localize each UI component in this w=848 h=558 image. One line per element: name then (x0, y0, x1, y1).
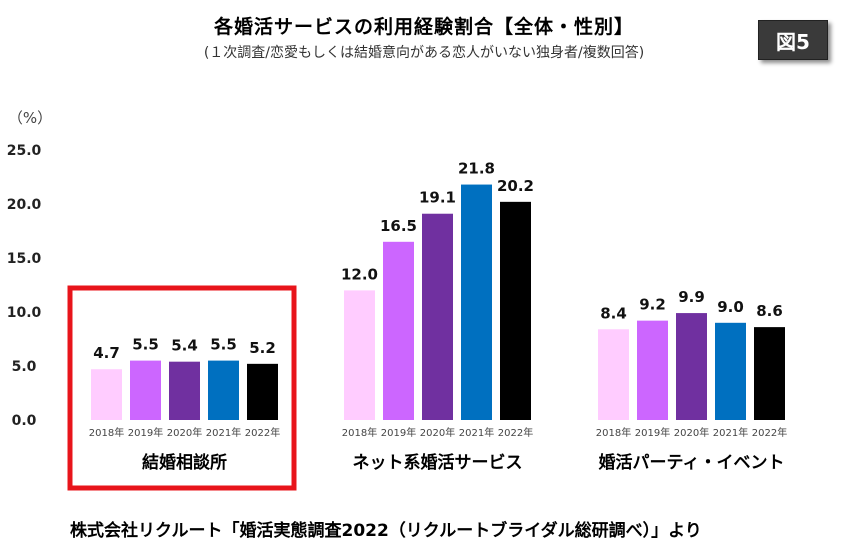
y-tick-label: 15.0 (7, 251, 42, 267)
year-label: 2020年 (167, 426, 202, 439)
year-label: 2020年 (420, 426, 455, 439)
figure-badge: 図5 (758, 20, 828, 60)
chart-subtitle: (１次調査/恋愛もしくは結婚意向がある恋人がいない独身者/複数回答) (203, 45, 645, 61)
bar-2-2020 (422, 213, 453, 420)
bar-1-2018 (91, 369, 122, 420)
bar-2-2019 (383, 241, 414, 420)
bar-1-2022 (247, 363, 278, 420)
y-unit-label: （%） (8, 109, 52, 127)
category-label: ネット系婚活サービス (353, 452, 523, 473)
bar-2-2022 (500, 201, 531, 420)
bar-2-2018 (344, 290, 375, 420)
source-note: 株式会社リクルート「婚活実態調査2022（リクルートブライダル総研調べ）」より (70, 521, 702, 541)
year-label: 2021年 (206, 426, 241, 439)
bar-3-2021 (715, 322, 746, 420)
data-label: 19.1 (419, 189, 456, 207)
data-label: 5.5 (210, 336, 237, 354)
y-tick-label: 10.0 (7, 305, 42, 321)
year-label: 2022年 (245, 426, 280, 439)
y-tick-label: 5.0 (12, 359, 37, 375)
year-label: 2020年 (674, 426, 709, 439)
data-label: 5.4 (171, 337, 198, 355)
chart-title: 各婚活サービスの利用経験割合【全体・性別】 (213, 16, 634, 38)
y-tick-label: 20.0 (7, 197, 42, 213)
data-label: 5.5 (132, 336, 159, 354)
data-label: 9.9 (678, 288, 705, 306)
data-label: 16.5 (380, 217, 417, 235)
year-label: 2019年 (635, 426, 670, 439)
data-label: 12.0 (341, 265, 378, 283)
bar-2-2021 (461, 184, 492, 420)
category-label: 結婚相談所 (142, 452, 227, 473)
year-label: 2018年 (89, 426, 124, 439)
bar-3-2022 (754, 327, 785, 420)
year-label: 2019年 (128, 426, 163, 439)
bar-1-2021 (208, 360, 239, 420)
data-label: 9.2 (639, 296, 666, 314)
category-label: 婚活パーティ・イベント (599, 452, 785, 473)
data-label: 4.7 (93, 344, 120, 362)
data-label: 20.2 (497, 177, 534, 195)
bar-3-2020 (676, 313, 707, 420)
data-label: 8.6 (756, 302, 783, 320)
year-label: 2018年 (342, 426, 377, 439)
bar-1-2020 (169, 361, 200, 420)
bar-3-2018 (598, 329, 629, 420)
year-label: 2018年 (596, 426, 631, 439)
y-tick-label: 0.0 (12, 413, 37, 429)
bar-3-2019 (637, 320, 668, 420)
highlight-box (67, 285, 297, 491)
year-label: 2022年 (752, 426, 787, 439)
year-label: 2021年 (713, 426, 748, 439)
year-label: 2021年 (459, 426, 494, 439)
year-label: 2022年 (498, 426, 533, 439)
data-label: 5.2 (249, 339, 276, 357)
data-label: 21.8 (458, 160, 495, 178)
y-tick-label: 25.0 (7, 143, 42, 159)
bar-1-2019 (130, 360, 161, 420)
year-label: 2019年 (381, 426, 416, 439)
data-label: 9.0 (717, 298, 744, 316)
data-label: 8.4 (600, 304, 627, 322)
